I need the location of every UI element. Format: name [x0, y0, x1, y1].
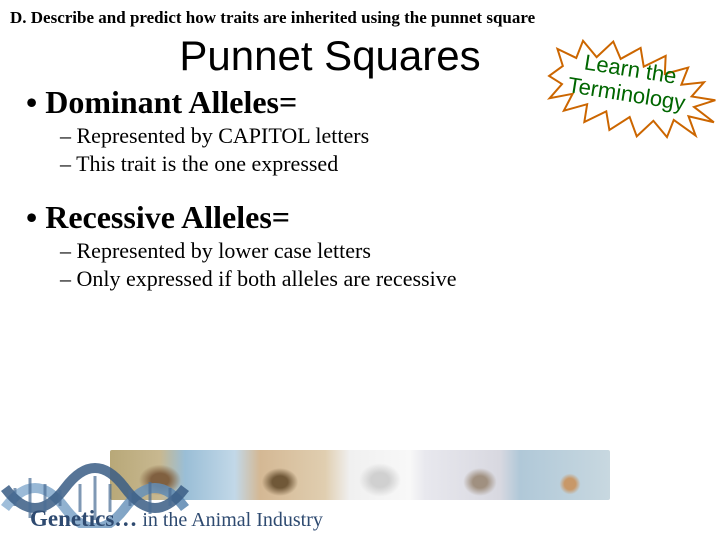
sub-item: – This trait is the one expressed — [60, 151, 702, 177]
footer-sub: in the Animal Industry — [137, 509, 323, 531]
sub-item: – Represented by lower case letters — [60, 238, 702, 264]
bullet-recessive: • Recessive Alleles= — [26, 199, 702, 236]
footer-title: Genetics… in the Animal Industry — [30, 506, 323, 532]
footer-banner: Genetics… in the Animal Industry — [0, 450, 720, 540]
footer-main: Genetics… — [30, 506, 137, 531]
sub-item: – Only expressed if both alleles are rec… — [60, 266, 702, 292]
section-header: D. Describe and predict how traits are i… — [0, 0, 720, 28]
